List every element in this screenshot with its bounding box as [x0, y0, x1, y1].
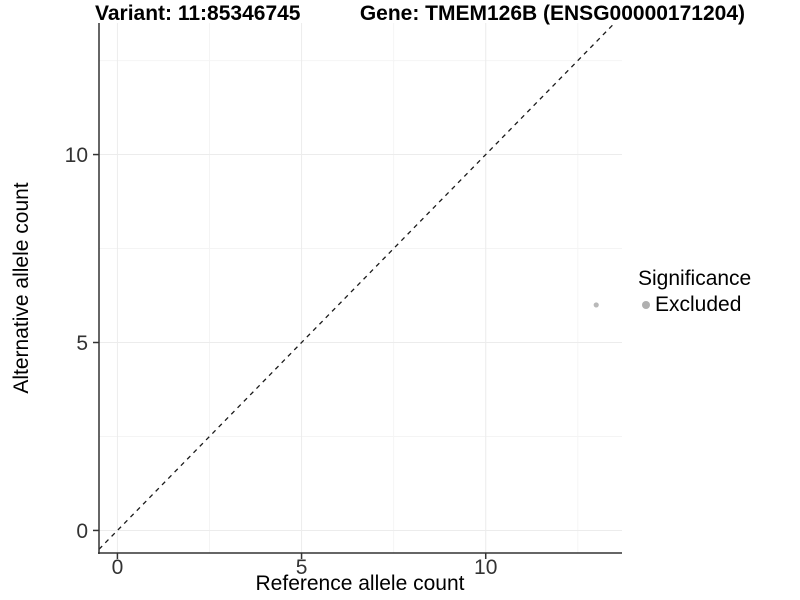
y-tick-label: 5	[76, 332, 88, 355]
legend-point-icon	[642, 301, 650, 309]
identity-dashed-line	[98, 22, 616, 550]
x-tick-label: 5	[296, 556, 308, 579]
legend-entry-excluded: Excluded	[638, 293, 751, 317]
y-axis-title: Alternative allele count	[10, 182, 33, 394]
legend: Significance Excluded	[638, 267, 751, 317]
legend-entry-label: Excluded	[655, 293, 742, 316]
y-tick-label: 0	[76, 520, 88, 543]
x-tick-label: 10	[474, 556, 497, 579]
x-tick-label: 0	[112, 556, 124, 579]
gene-title: Gene: TMEM126B (ENSG00000171204)	[359, 2, 745, 25]
y-tick-label: 10	[65, 144, 88, 167]
x-axis-title: Reference allele count	[255, 572, 465, 595]
legend-title: Significance	[638, 267, 752, 290]
data-point	[593, 302, 599, 308]
variant-title: Variant: 11:85346745	[95, 2, 301, 25]
